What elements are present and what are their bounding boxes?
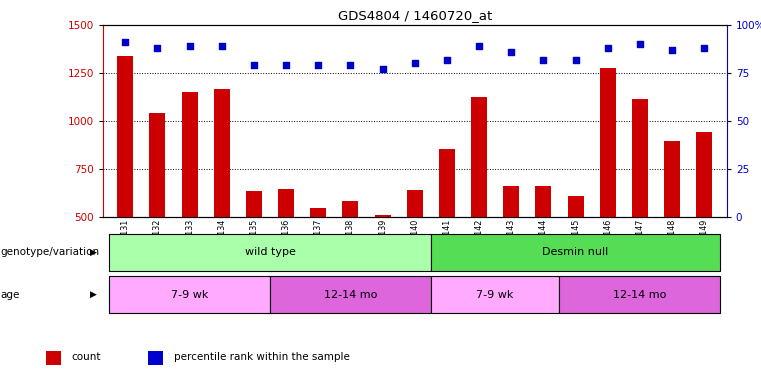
Bar [471, 97, 487, 313]
Point [666, 47, 678, 53]
Point [634, 41, 646, 47]
Text: count: count [72, 352, 101, 362]
Bar [270, 276, 431, 313]
Point [473, 43, 486, 49]
Point [280, 62, 292, 68]
Bar [439, 149, 455, 313]
Bar [109, 234, 431, 271]
Text: age: age [1, 290, 20, 300]
Bar [310, 209, 326, 313]
Bar [536, 186, 552, 313]
Bar [46, 351, 61, 365]
Point [215, 43, 228, 49]
Bar [568, 196, 584, 313]
Bar [117, 56, 133, 313]
Bar [214, 89, 230, 313]
Bar [374, 215, 390, 313]
Point [409, 60, 421, 66]
Text: 12-14 mo: 12-14 mo [613, 290, 667, 300]
Point [183, 43, 196, 49]
Point [248, 62, 260, 68]
Point [151, 45, 164, 51]
Point [505, 49, 517, 55]
Text: wild type: wild type [244, 247, 295, 258]
Point [377, 66, 389, 72]
Text: 12-14 mo: 12-14 mo [323, 290, 377, 300]
Bar [503, 186, 519, 313]
Text: genotype/variation: genotype/variation [1, 247, 100, 258]
Bar [246, 191, 262, 313]
Bar [632, 99, 648, 313]
Bar [342, 201, 358, 313]
Point [119, 39, 132, 45]
Bar [600, 68, 616, 313]
Title: GDS4804 / 1460720_at: GDS4804 / 1460720_at [338, 9, 492, 22]
Bar [696, 132, 712, 313]
Text: ▶: ▶ [90, 290, 97, 299]
Bar [559, 276, 721, 313]
Point [569, 56, 581, 63]
Text: 7-9 wk: 7-9 wk [476, 290, 514, 300]
Bar [664, 141, 680, 313]
Bar [148, 351, 164, 365]
Bar [149, 113, 165, 313]
Text: Desmin null: Desmin null [543, 247, 609, 258]
Bar [431, 276, 559, 313]
Text: percentile rank within the sample: percentile rank within the sample [174, 352, 350, 362]
Bar [182, 92, 198, 313]
Point [698, 45, 710, 51]
Bar [431, 234, 721, 271]
Point [441, 56, 453, 63]
Bar [278, 189, 294, 313]
Bar [109, 276, 270, 313]
Text: ▶: ▶ [90, 248, 97, 257]
Point [344, 62, 356, 68]
Bar [406, 190, 423, 313]
Text: 7-9 wk: 7-9 wk [171, 290, 209, 300]
Point [602, 45, 614, 51]
Point [537, 56, 549, 63]
Point [312, 62, 324, 68]
